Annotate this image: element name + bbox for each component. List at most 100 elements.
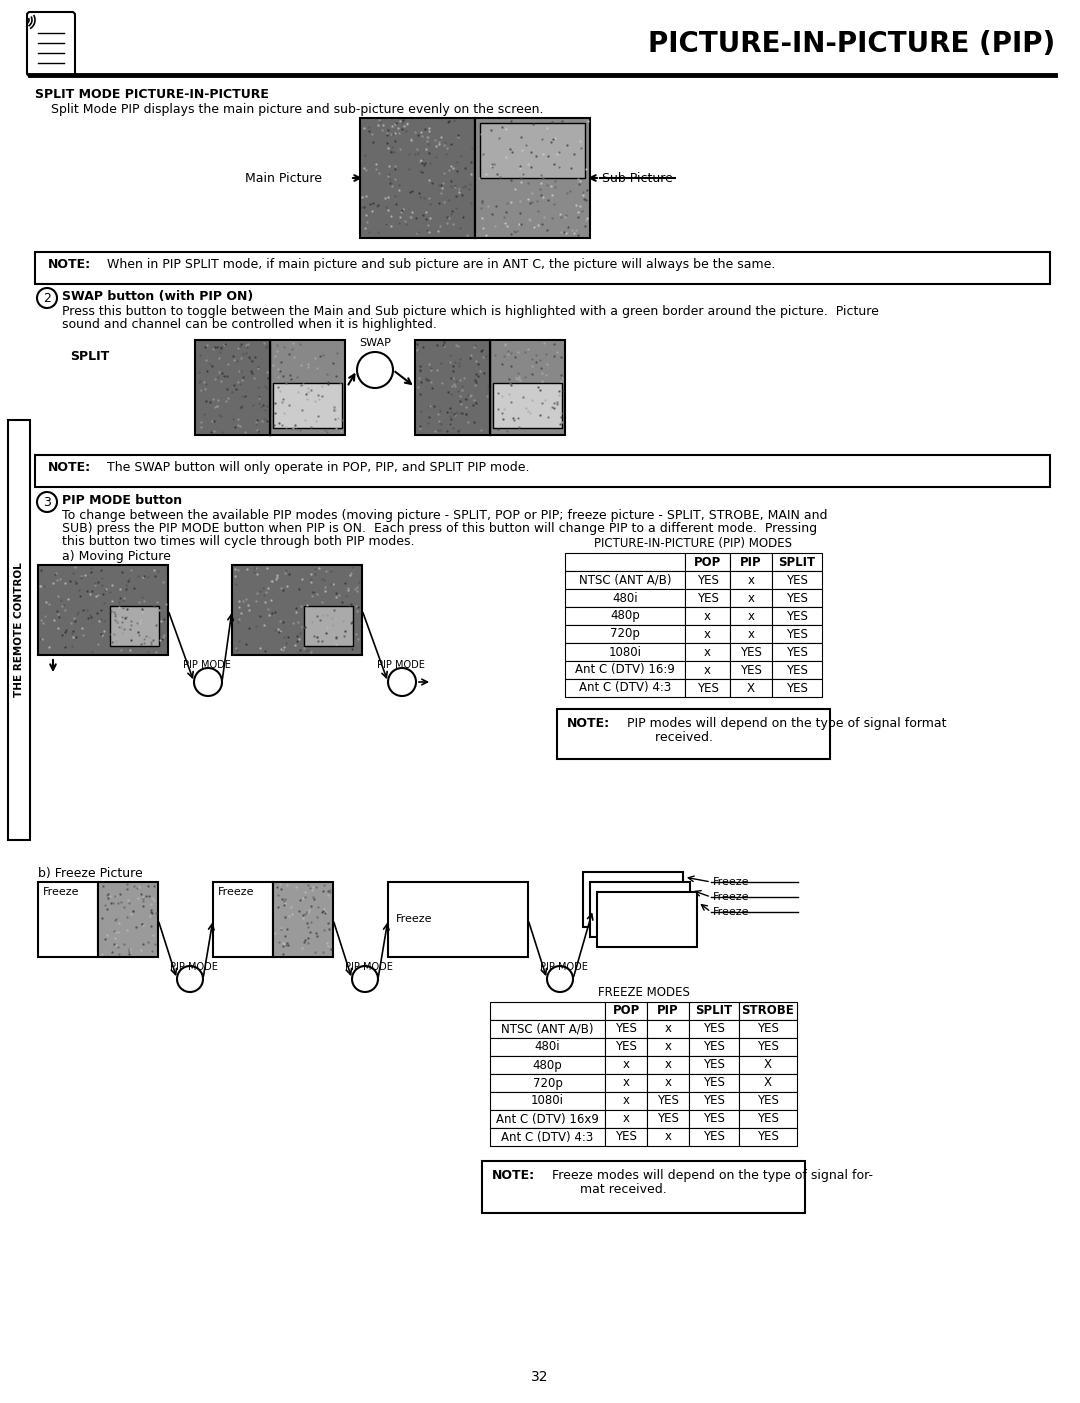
Bar	[772, 571, 822, 589]
Text: Ant C (DTV) 16x9: Ant C (DTV) 16x9	[496, 1113, 599, 1125]
Bar	[689, 1020, 739, 1038]
Text: YES: YES	[697, 574, 718, 586]
Text: x: x	[664, 1076, 672, 1090]
Bar	[490, 1128, 605, 1146]
Bar	[273, 882, 333, 957]
Text: Freeze: Freeze	[713, 877, 750, 887]
Bar	[647, 1002, 689, 1020]
Bar	[689, 1056, 739, 1075]
Text: NOTE:: NOTE:	[492, 1169, 535, 1181]
Text: Main Picture: Main Picture	[245, 173, 322, 185]
Bar	[730, 607, 772, 624]
Text: PIP MODE button: PIP MODE button	[62, 494, 183, 506]
Bar	[565, 679, 685, 697]
Bar	[739, 1092, 797, 1110]
Text: Split Mode PIP displays the main picture and sub-picture evenly on the screen.: Split Mode PIP displays the main picture…	[35, 102, 543, 116]
Bar	[273, 383, 342, 428]
Text: YES: YES	[657, 1094, 679, 1107]
Text: YES: YES	[757, 1041, 779, 1054]
Circle shape	[194, 668, 222, 696]
Text: Sub Picture: Sub Picture	[602, 173, 673, 185]
Text: x: x	[622, 1094, 630, 1107]
Circle shape	[388, 668, 416, 696]
Text: 480i: 480i	[535, 1041, 561, 1054]
Bar	[730, 679, 772, 697]
Text: x: x	[664, 1023, 672, 1035]
Text: a) Moving Picture: a) Moving Picture	[62, 550, 171, 563]
Text: FREEZE MODES: FREEZE MODES	[597, 986, 689, 999]
Text: 1080i: 1080i	[531, 1094, 564, 1107]
Bar	[685, 571, 730, 589]
Text: NOTE:: NOTE:	[48, 258, 91, 271]
Text: sound and channel can be controlled when it is highlighted.: sound and channel can be controlled when…	[62, 318, 437, 331]
Text: PIP MODE: PIP MODE	[345, 962, 393, 972]
Text: 1080i: 1080i	[608, 645, 642, 658]
Bar	[232, 565, 362, 655]
Text: received.: received.	[619, 731, 713, 744]
Bar	[605, 1038, 647, 1056]
Bar	[689, 1128, 739, 1146]
Text: YES: YES	[757, 1023, 779, 1035]
Text: YES: YES	[786, 609, 808, 623]
Text: SPLIT MODE PICTURE-IN-PICTURE: SPLIT MODE PICTURE-IN-PICTURE	[35, 88, 269, 101]
Text: SUB) press the PIP MODE button when PIP is ON.  Each press of this button will c: SUB) press the PIP MODE button when PIP …	[62, 522, 818, 535]
Bar	[490, 1002, 605, 1020]
Bar	[689, 1038, 739, 1056]
Bar	[772, 624, 822, 643]
Text: 480p: 480p	[532, 1058, 563, 1072]
Circle shape	[352, 967, 378, 992]
Bar	[647, 1110, 689, 1128]
Bar	[605, 1110, 647, 1128]
Text: YES: YES	[703, 1076, 725, 1090]
Bar	[772, 661, 822, 679]
Bar	[492, 383, 562, 428]
Text: YES: YES	[703, 1131, 725, 1143]
Text: PIP: PIP	[740, 556, 761, 568]
Text: YES: YES	[616, 1023, 637, 1035]
Bar	[647, 1038, 689, 1056]
Text: x: x	[664, 1131, 672, 1143]
Text: x: x	[747, 627, 755, 641]
Text: THE REMOTE CONTROL: THE REMOTE CONTROL	[14, 563, 24, 697]
Text: YES: YES	[786, 592, 808, 605]
Text: SWAP button (with PIP ON): SWAP button (with PIP ON)	[62, 290, 253, 303]
Text: PIP MODE: PIP MODE	[170, 962, 218, 972]
Bar	[772, 607, 822, 624]
Text: x: x	[664, 1058, 672, 1072]
Bar	[303, 606, 353, 645]
Text: b) Freeze Picture: b) Freeze Picture	[38, 867, 143, 880]
Text: Press this button to toggle between the Main and Sub picture which is highlighte: Press this button to toggle between the …	[62, 304, 879, 318]
Bar	[772, 679, 822, 697]
Bar	[270, 340, 345, 435]
Text: SPLIT: SPLIT	[70, 349, 109, 363]
Bar	[415, 340, 490, 435]
Text: YES: YES	[616, 1131, 637, 1143]
Bar	[647, 1075, 689, 1092]
Text: Freeze: Freeze	[713, 906, 750, 918]
Bar	[772, 553, 822, 571]
Bar	[605, 1128, 647, 1146]
Bar	[490, 1020, 605, 1038]
Text: YES: YES	[703, 1041, 725, 1054]
Text: 3: 3	[43, 495, 51, 508]
Bar	[98, 882, 158, 957]
Text: x: x	[747, 609, 755, 623]
Text: mat received.: mat received.	[544, 1183, 666, 1195]
Text: Ant C (DTV) 16:9: Ant C (DTV) 16:9	[575, 664, 675, 676]
Text: STROBE: STROBE	[742, 1005, 795, 1017]
Bar	[772, 643, 822, 661]
Text: 480p: 480p	[610, 609, 639, 623]
Bar	[597, 892, 697, 947]
Bar	[730, 643, 772, 661]
Text: NOTE:: NOTE:	[48, 462, 91, 474]
Bar	[388, 882, 528, 957]
Bar	[35, 455, 1050, 487]
Bar	[739, 1002, 797, 1020]
Text: To change between the available PIP modes (moving picture - SPLIT, POP or PIP; f: To change between the available PIP mode…	[62, 509, 827, 522]
Text: YES: YES	[786, 645, 808, 658]
Text: YES: YES	[616, 1041, 637, 1054]
Text: YES: YES	[786, 682, 808, 694]
Bar	[605, 1002, 647, 1020]
Circle shape	[37, 492, 57, 512]
Bar	[739, 1110, 797, 1128]
